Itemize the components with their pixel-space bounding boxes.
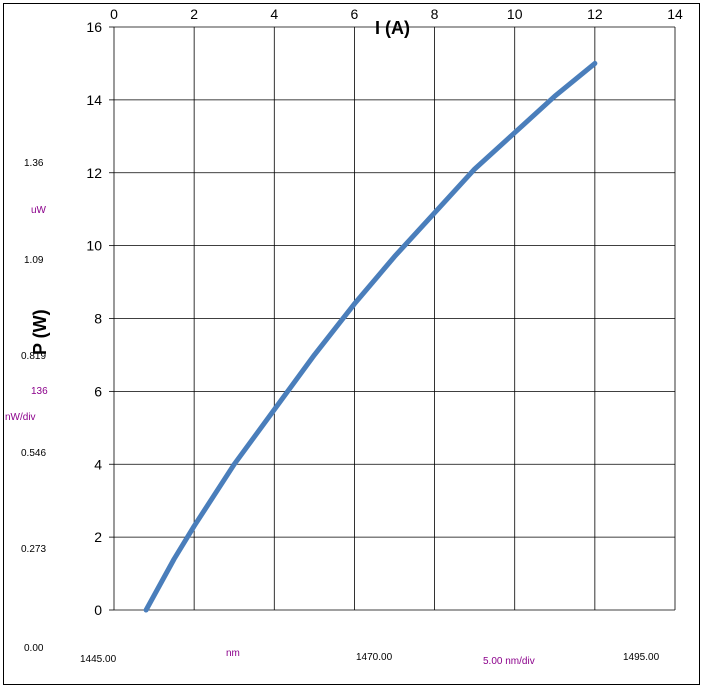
y-tick-label: 0	[94, 602, 102, 618]
x-tick-label: 2	[190, 6, 198, 22]
y-tick-label: 6	[94, 383, 102, 399]
bg-left-value-4: 0.546	[21, 448, 46, 459]
x-tick-label: 4	[270, 6, 278, 22]
series-line	[143, 60, 598, 613]
x-tick-label: 10	[507, 6, 523, 22]
bg-left-value-6: 0.00	[24, 643, 44, 654]
bg-left-value-3: 0.819	[21, 351, 46, 362]
y-tick-label: 12	[86, 165, 102, 181]
x-tick-label: 6	[351, 6, 359, 22]
y-tick-label: 10	[86, 238, 102, 254]
bg-left-scale-value: 136	[31, 386, 48, 397]
grid	[109, 26, 676, 611]
bg-bottom-scale: 5.00 nm/div	[483, 656, 535, 667]
y-tick-label: 8	[94, 311, 102, 327]
x-tick-label: 12	[587, 6, 603, 22]
bg-left-value-2: 1.09	[24, 255, 44, 266]
x-tick-label: 8	[431, 6, 439, 22]
bg-left-value-1: 1.36	[24, 158, 44, 169]
x-axis-title: I (A)	[375, 18, 410, 38]
y-tick-label: 2	[94, 529, 102, 545]
bg-left-unit: uW	[31, 205, 47, 216]
bg-bottom-value-1: 1445.00	[80, 654, 117, 665]
x-axis-ticks: 0 2 4 6 8 10 12 14	[110, 6, 683, 22]
bg-bottom-value-3: 1495.00	[623, 652, 660, 663]
chart-frame	[3, 3, 700, 685]
bg-left-scale-unit: nW/div	[5, 412, 36, 423]
y-tick-label: 4	[94, 456, 102, 472]
background-bottom-labels: 1445.00 nm 1470.00 5.00 nm/div 1495.00	[80, 648, 660, 667]
bg-left-value-5: 0.273	[21, 544, 46, 555]
background-left-labels: 1.36 uW 1.09 0.819 136 nW/div 0.546 0.27…	[5, 158, 48, 654]
bg-bottom-unit: nm	[226, 648, 240, 659]
y-tick-label: 14	[86, 92, 102, 108]
x-tick-label: 14	[667, 6, 683, 22]
series-group	[143, 60, 598, 613]
bg-bottom-value-2: 1470.00	[356, 652, 393, 663]
y-tick-label: 16	[86, 19, 102, 35]
x-tick-label: 0	[110, 6, 118, 22]
y-axis-ticks: 0 2 4 6 8 10 12 14 16	[86, 19, 102, 618]
y-axis-title: P (W)	[30, 309, 50, 355]
